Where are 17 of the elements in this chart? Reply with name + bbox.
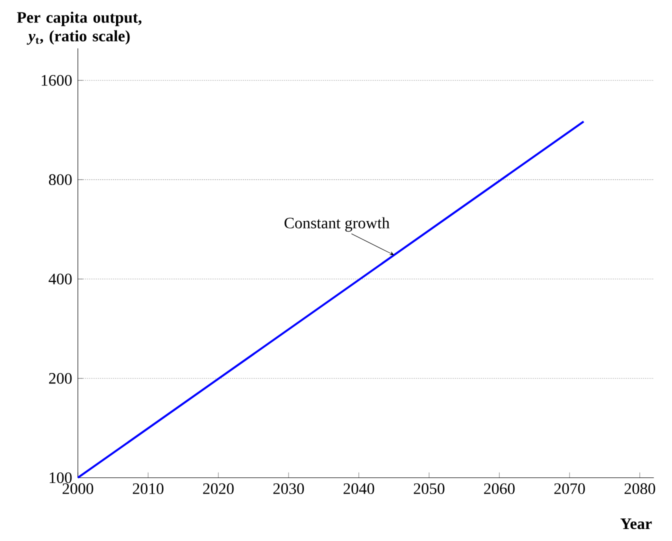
x-tick-label: 2000 (62, 483, 94, 494)
x-tick-label: 2070 (554, 483, 585, 494)
annotation: Constant growth (284, 217, 390, 232)
y-tick-label: 100 (50, 472, 72, 484)
x-tick-label: 2060 (484, 483, 515, 494)
x-tick-label: 2020 (203, 483, 234, 494)
y-axis-title: Per capita output, y$_{t}$, (ratio scale) (17, 12, 142, 45)
x-tick-label: 2040 (344, 483, 374, 494)
y-tick-label: 800 (48, 174, 72, 186)
x-tick-label: 2050 (414, 483, 444, 494)
x-tick-label: 2010 (132, 483, 164, 494)
y-tick-label: 200 (49, 373, 72, 384)
y-tick-label: 400 (48, 274, 72, 284)
y-tick-label: 1600 (42, 75, 72, 86)
x-tick-label: 2030 (273, 483, 304, 494)
x-tick-label: 2080 (624, 483, 656, 494)
x-axis-title: Year (620, 518, 652, 530)
